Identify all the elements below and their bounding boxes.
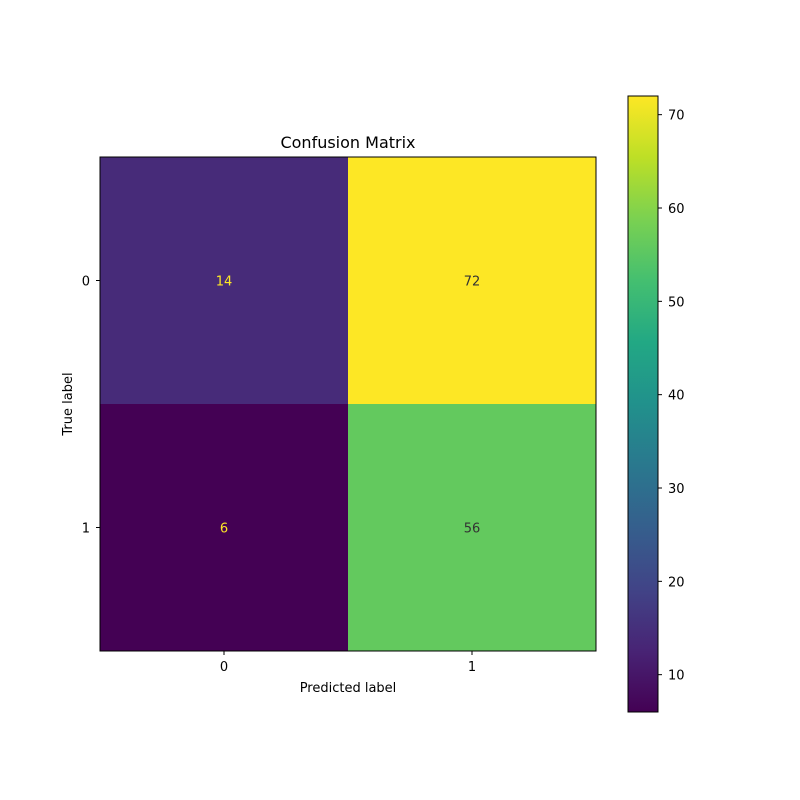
colorbar-tick-label: 30: [668, 482, 685, 497]
y-axis-label: True label: [61, 372, 76, 436]
colorbar-tick-label: 40: [668, 389, 685, 404]
y-axis: 01: [82, 275, 100, 537]
colorbar-tick-label: 20: [668, 575, 685, 590]
colorbar-tick-label: 50: [668, 295, 685, 310]
x-tick-label: 0: [220, 660, 228, 675]
matrix-cells: 14 72 6 56: [100, 157, 596, 651]
x-axis-label: Predicted label: [300, 681, 397, 696]
colorbar-ticks: 10 20 30 40 50 60 70: [658, 109, 685, 684]
colorbar: [627, 95, 659, 713]
chart-title: Confusion Matrix: [280, 133, 415, 152]
matrix-cell: [348, 157, 596, 404]
y-tick-label: 0: [82, 275, 90, 290]
x-tick-label: 1: [468, 660, 476, 675]
colorbar-tick-label: 70: [668, 109, 685, 124]
matrix-cell: [100, 157, 348, 404]
cell-value-label: 72: [464, 275, 481, 290]
matrix-cell: [348, 404, 596, 651]
colorbar-tick-label: 60: [668, 202, 685, 217]
cell-value-label: 56: [464, 522, 481, 537]
cell-value-label: 6: [220, 522, 228, 537]
colorbar-tick-label: 10: [668, 669, 685, 684]
y-tick-label: 1: [82, 522, 90, 537]
plot-frame: [99, 156, 597, 652]
cell-value-label: 14: [216, 275, 233, 290]
matrix-cell: [100, 404, 348, 651]
